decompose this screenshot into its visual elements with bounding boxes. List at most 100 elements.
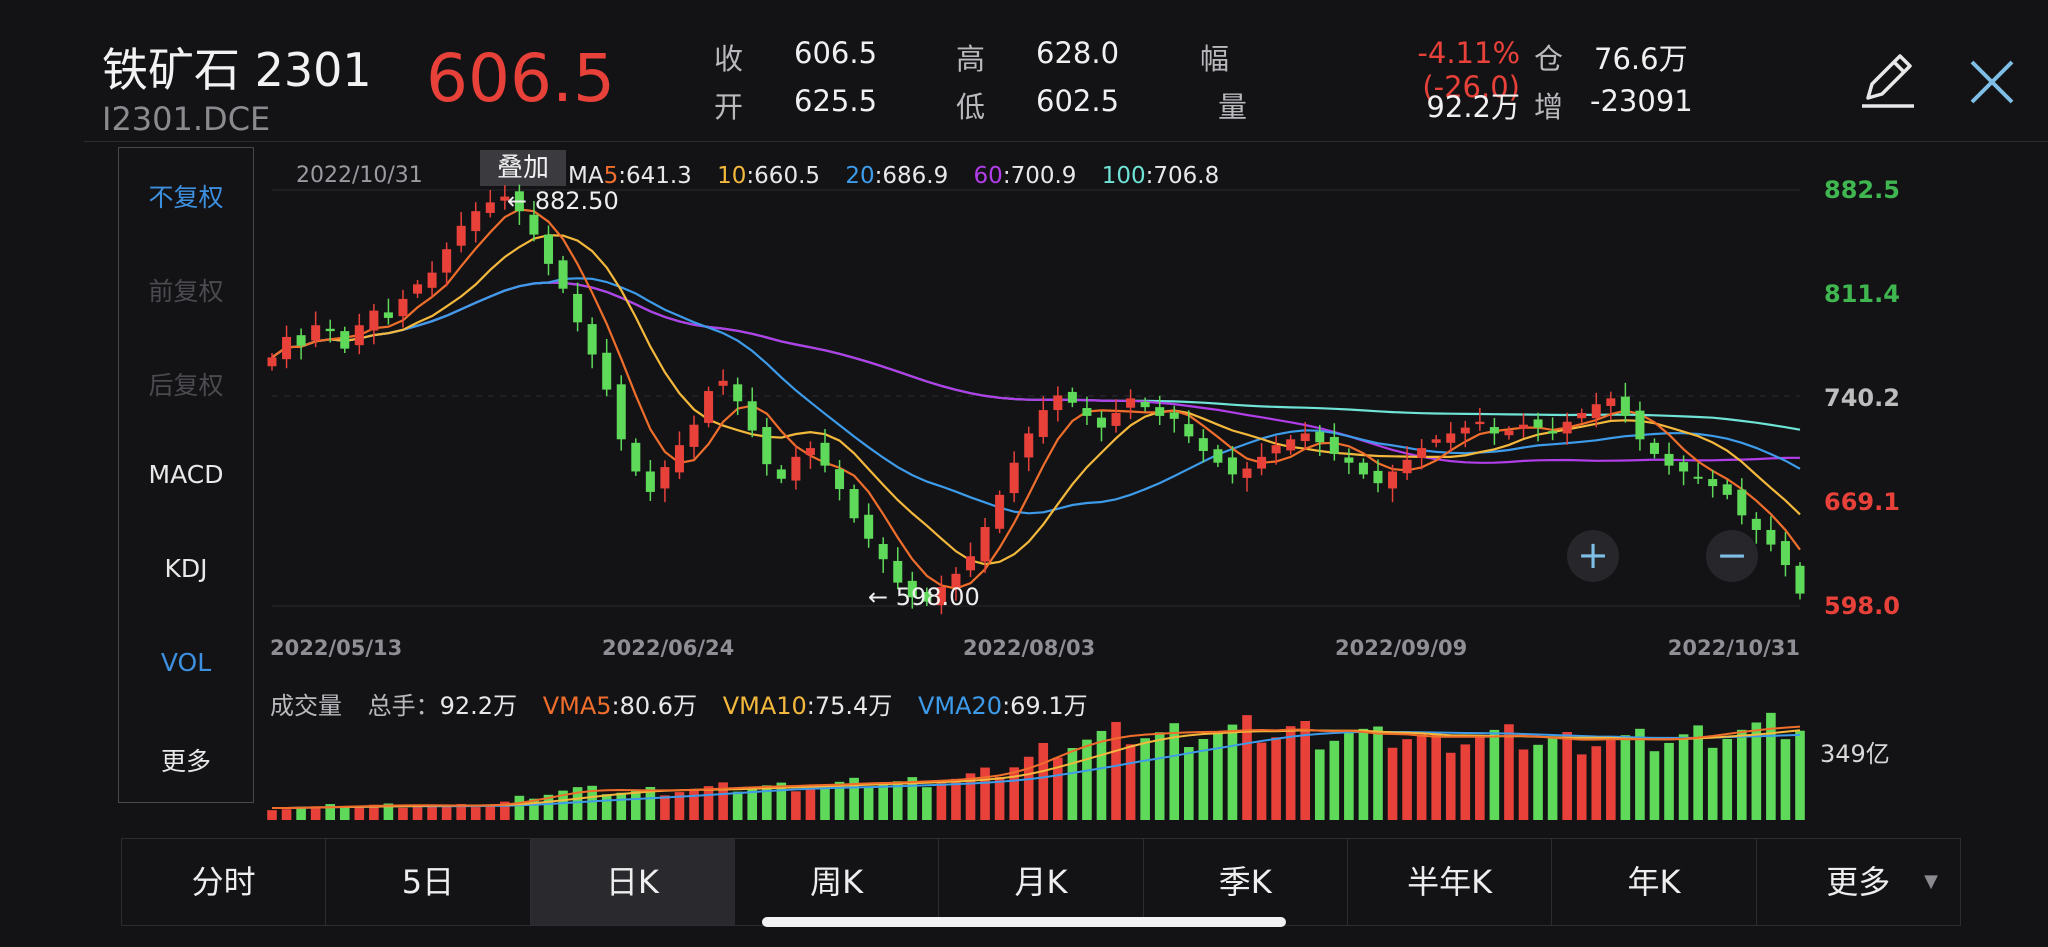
- candle: [1504, 426, 1514, 440]
- open-value: 625.5: [794, 84, 878, 118]
- candle: [354, 313, 364, 355]
- volume-bar: [1387, 747, 1398, 820]
- volume-bar: [1402, 739, 1412, 820]
- edit-button[interactable]: [1858, 50, 1918, 112]
- volume-bar: [1169, 723, 1180, 820]
- volume-bar: [849, 777, 859, 820]
- candle: [500, 185, 510, 210]
- volume-bar: [1533, 744, 1543, 820]
- close-label: 收: [714, 42, 744, 76]
- candle: [1780, 532, 1790, 577]
- ma20-value: 686.9: [882, 163, 949, 189]
- candle: [1795, 562, 1805, 600]
- sidebar-item-macd[interactable]: MACD: [148, 460, 224, 489]
- volume-bar: [1009, 767, 1019, 820]
- candle: [1155, 395, 1165, 425]
- candle: [296, 328, 306, 360]
- last-price: 606.5: [426, 40, 615, 117]
- volume-bar: [1635, 728, 1645, 820]
- sidebar-item-vol[interactable]: VOL: [160, 648, 212, 677]
- candle: [1300, 422, 1310, 451]
- volume-bar: [1111, 721, 1121, 820]
- overlay-button[interactable]: 叠加: [480, 150, 566, 186]
- candle: [1271, 436, 1281, 465]
- candle: [820, 429, 830, 473]
- volume-bar: [514, 795, 525, 820]
- position-value: 76.6万: [1594, 42, 1688, 76]
- volume-bar: [1780, 739, 1791, 820]
- kline-chart[interactable]: 882.5 811.4 740.2 669.1 598.0 2022/05/13 2022…: [0, 0, 2048, 840]
- candle: [369, 303, 379, 345]
- ma5-line: [271, 208, 1801, 590]
- volume-bar: [1460, 744, 1471, 820]
- low-value: 602.5: [1036, 84, 1120, 118]
- tab-daily-k[interactable]: 日K: [530, 839, 735, 925]
- candle: [1096, 410, 1106, 442]
- zoom-in-button[interactable]: +: [1567, 530, 1619, 582]
- candle: [893, 547, 903, 590]
- candle: [1591, 392, 1601, 428]
- volume-bar: [980, 767, 990, 820]
- volume-bar: [1067, 748, 1078, 820]
- candle: [805, 441, 815, 469]
- range-label: 幅: [1200, 42, 1230, 76]
- volume-bar: [994, 777, 1005, 820]
- candle: [1373, 459, 1383, 493]
- volume-bar: [689, 789, 699, 820]
- x-tick-label: 2022/08/03: [963, 636, 1095, 660]
- sidebar-item-no-adjust[interactable]: 不复权: [148, 183, 224, 212]
- tab-more[interactable]: 更多 ▼: [1757, 839, 1960, 925]
- volume-bar: [456, 804, 466, 820]
- volume-bar: [1416, 734, 1427, 820]
- volume-bar: [1358, 728, 1369, 820]
- ma-legend-item: MA5:641.3: [568, 163, 692, 189]
- high-label: 高: [956, 42, 986, 76]
- tab-halfyear-k[interactable]: 半年K: [1348, 839, 1553, 925]
- candle: [1184, 410, 1194, 444]
- close-button[interactable]: [1964, 54, 2020, 110]
- candle: [849, 484, 859, 523]
- candle: [1722, 479, 1732, 500]
- volume-bar: [1751, 722, 1762, 820]
- tab-quarterly-k[interactable]: 季K: [1144, 839, 1348, 925]
- volume-bar: [543, 794, 554, 820]
- candle: [689, 415, 699, 459]
- candle: [1067, 387, 1077, 408]
- zoom-out-button[interactable]: −: [1706, 530, 1758, 582]
- candle: [267, 353, 277, 371]
- candle: [383, 298, 393, 325]
- y-tick-label: 882.5: [1824, 176, 1900, 204]
- candle: [1315, 424, 1325, 456]
- indicator-sidebar: 不复权 前复权 后复权 MACD KDJ VOL 更多: [118, 147, 254, 803]
- sidebar-item-forward-adjust[interactable]: 前复权: [148, 277, 224, 306]
- candle: [907, 571, 917, 609]
- tab-intraday[interactable]: 分时: [122, 839, 327, 925]
- volume-bar: [1183, 747, 1194, 820]
- home-indicator[interactable]: [762, 917, 1286, 927]
- candle: [1024, 426, 1034, 472]
- sidebar-item-more[interactable]: 更多: [160, 747, 211, 776]
- candle: [340, 326, 350, 354]
- sidebar-item-backward-adjust[interactable]: 后复权: [148, 371, 224, 400]
- candle: [413, 279, 423, 299]
- volume-bar: [776, 782, 787, 820]
- candle: [1140, 397, 1150, 412]
- volume-bar: [1053, 757, 1063, 820]
- tab-weekly-k[interactable]: 周K: [735, 839, 940, 925]
- increase-value: -23091: [1590, 84, 1693, 118]
- volume-bar: [631, 790, 641, 820]
- candle: [1169, 405, 1179, 433]
- ma100-line: [271, 281, 1801, 431]
- tab-5day[interactable]: 5日: [326, 839, 531, 925]
- ma60-period: 60: [973, 163, 1003, 189]
- volume-bar: [820, 784, 830, 820]
- sidebar-item-kdj[interactable]: KDJ: [164, 554, 208, 583]
- volume-bar: [892, 781, 903, 820]
- tab-monthly-k[interactable]: 月K: [939, 839, 1144, 925]
- volume-bar: [427, 806, 437, 820]
- tab-yearly-k[interactable]: 年K: [1552, 839, 1757, 925]
- low-label: 低: [956, 90, 986, 124]
- candle: [587, 317, 597, 369]
- candle: [878, 537, 888, 573]
- candle: [1082, 396, 1092, 425]
